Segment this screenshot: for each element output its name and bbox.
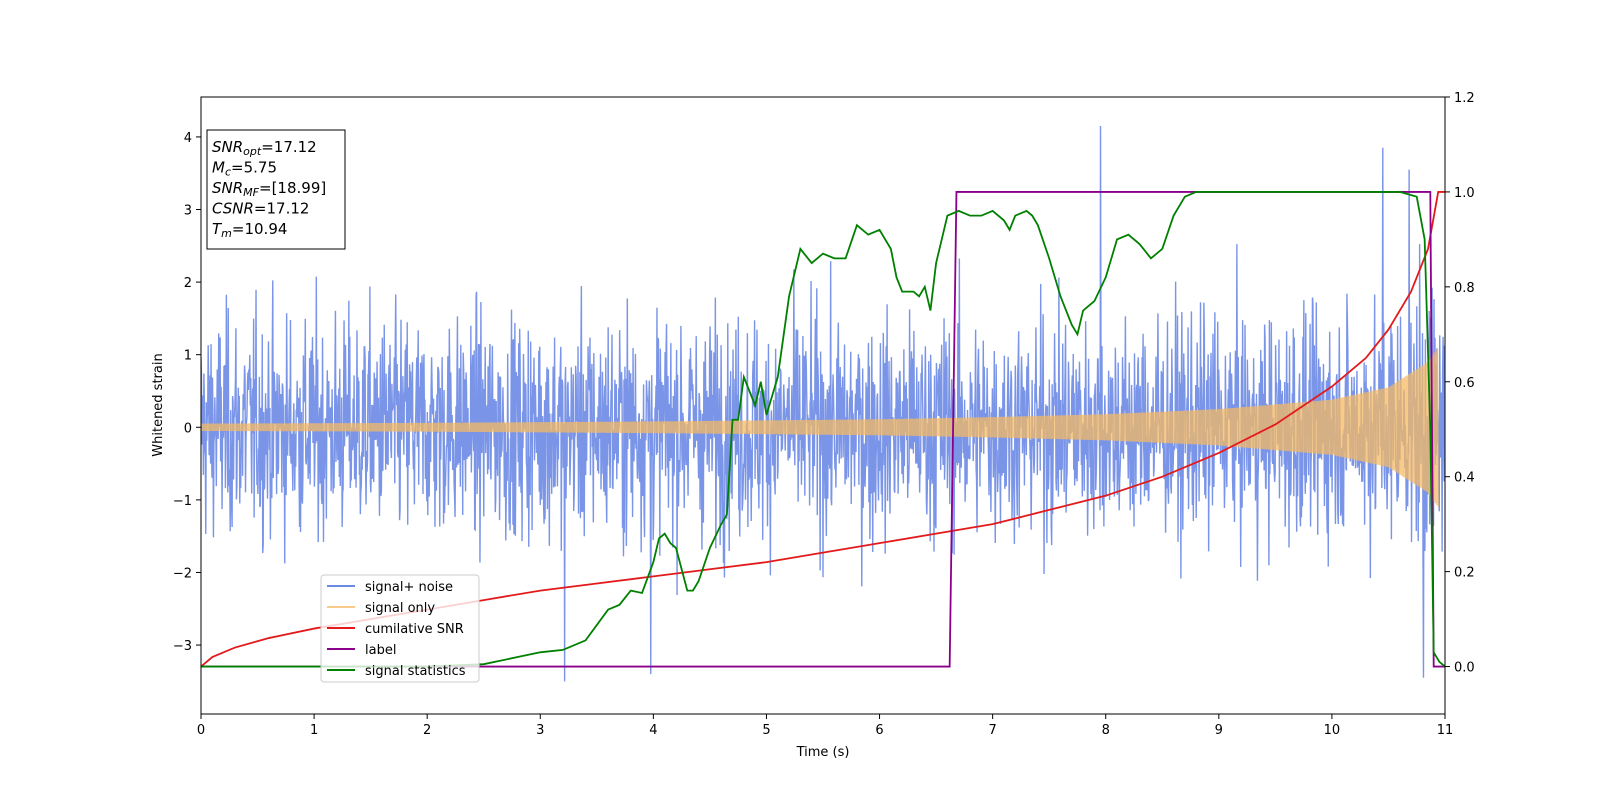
legend: signal+ noise signal only cumilative SNR la…	[320, 574, 480, 683]
x-tick-label: 1	[310, 723, 318, 738]
annotation-line: CSNR=17.12	[212, 200, 309, 218]
annotation-line: Tm=10.94	[212, 220, 287, 240]
x-tick-label: 3	[536, 723, 544, 738]
series-signal-statistics	[201, 191, 1445, 668]
x-tick-label: 11	[1437, 723, 1454, 738]
x-tick-label: 2	[423, 723, 431, 738]
x-tick-label: 0	[197, 723, 205, 738]
x-tick-label: 5	[762, 723, 770, 738]
y-left-tick-label: −3	[173, 639, 192, 654]
legend-label: signal only	[365, 601, 435, 616]
annotation-line: SNRMF=[18.99]	[212, 179, 326, 199]
series-label	[201, 191, 1445, 668]
y-left-tick-label: 0	[184, 421, 192, 436]
annotation-line: Mc=5.75	[212, 159, 277, 179]
legend-label: cumilative SNR	[365, 622, 464, 637]
y-right-tick-label: 0.8	[1454, 281, 1475, 296]
y-right-tick-label: 1.2	[1454, 91, 1475, 106]
x-tick-label: 7	[988, 723, 996, 738]
tick-layer: 0 1 2 3 4 5 6 7 8 9 10 11 −3 −2 −1 0 1 2 3 4 0.0 0.2 0.4 0.6 0.8…	[173, 91, 1475, 738]
annotation-line: SNRopt=17.12	[212, 138, 317, 158]
annotation-box: SNRopt=17.12Mc=5.75SNRMF=[18.99]CSNR=17.…	[206, 129, 346, 250]
y-right-tick-label: 0.2	[1454, 566, 1475, 581]
y-left-tick-label: −1	[173, 494, 192, 509]
y-right-tick-label: 0.0	[1454, 661, 1475, 676]
x-tick-label: 4	[649, 723, 657, 738]
x-tick-label: 8	[1102, 723, 1110, 738]
y-right-tick-label: 0.4	[1454, 471, 1475, 486]
y-left-tick-label: 4	[184, 131, 192, 146]
axes-frame	[200, 96, 1446, 715]
x-tick-label: 6	[875, 723, 883, 738]
y-left-tick-label: 2	[184, 276, 192, 291]
y-left-tick-label: 3	[184, 204, 192, 219]
x-tick-label: 10	[1324, 723, 1341, 738]
legend-label: signal+ noise	[365, 580, 453, 595]
x-tick-label: 9	[1215, 723, 1223, 738]
y-right-tick-label: 1.0	[1454, 186, 1475, 201]
legend-label: signal statistics	[365, 664, 466, 679]
legend-label: label	[365, 643, 396, 658]
y-right-tick-label: 0.6	[1454, 376, 1475, 391]
y-left-tick-label: −2	[173, 566, 192, 581]
y-axis-label: Whitened strain	[151, 353, 166, 456]
y-left-tick-label: 1	[184, 349, 192, 364]
x-axis-label: Time (s)	[796, 745, 850, 760]
